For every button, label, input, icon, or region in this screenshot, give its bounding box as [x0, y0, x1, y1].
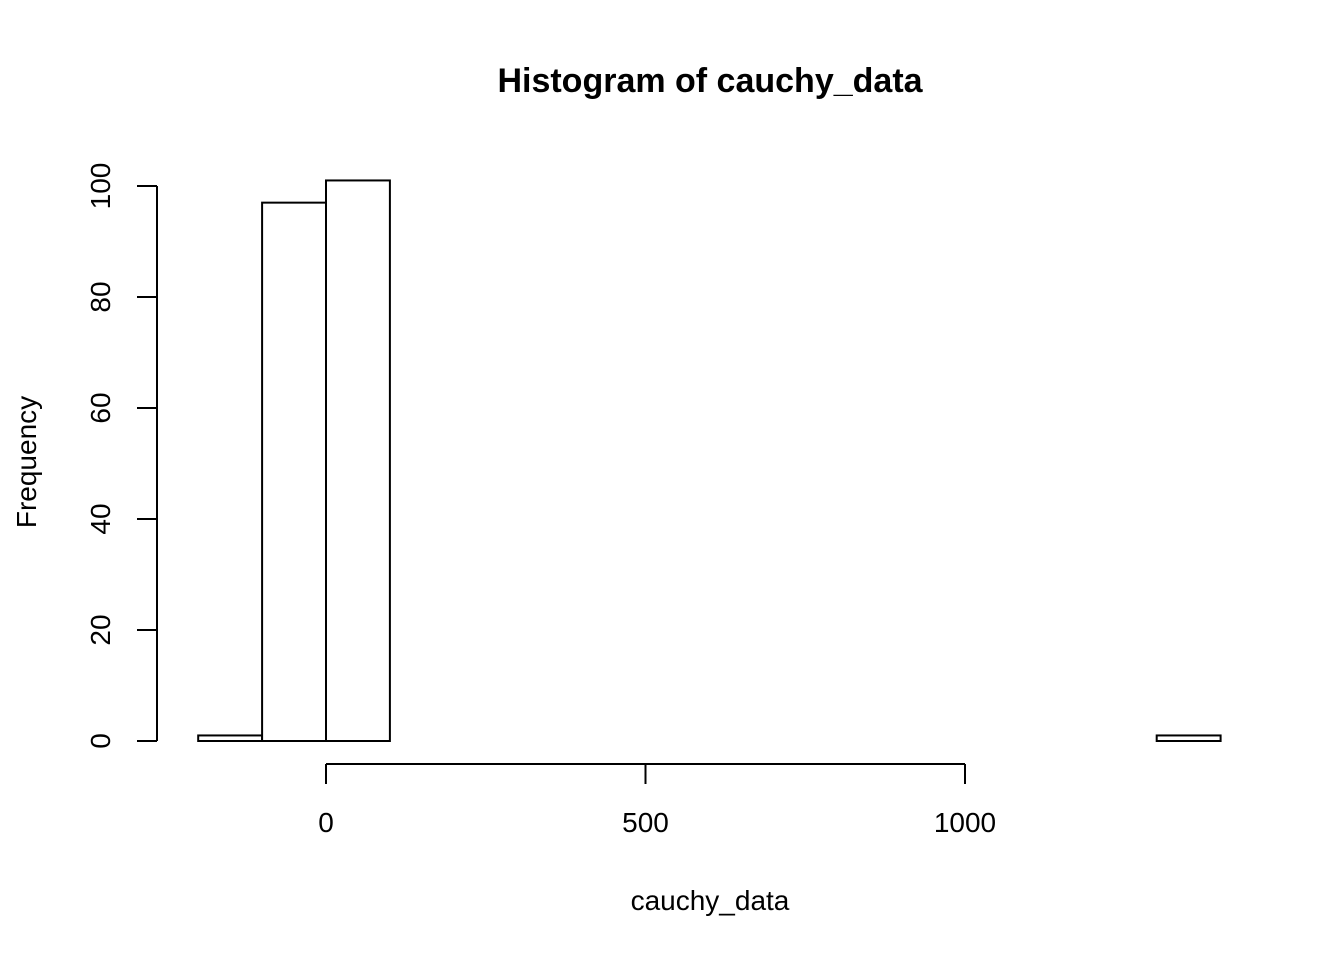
y-tick-label: 0: [85, 733, 116, 749]
y-tick-label: 80: [85, 281, 116, 312]
x-tick-label: 1000: [934, 807, 996, 838]
y-tick-label: 100: [85, 163, 116, 210]
x-tick-label: 0: [318, 807, 334, 838]
chart-title: Histogram of cauchy_data: [497, 62, 923, 100]
histogram-bar: [1155, 734, 1222, 743]
histogram-bar: [197, 734, 264, 743]
histogram-bar: [325, 179, 391, 742]
x-tick-label: 500: [622, 807, 669, 838]
y-tick-label: 20: [85, 614, 116, 645]
y-tick-label: 60: [85, 392, 116, 423]
y-axis-label: Frequency: [11, 396, 42, 528]
histogram-bar: [261, 201, 328, 742]
x-axis-label: cauchy_data: [631, 885, 790, 916]
y-tick-label: 40: [85, 503, 116, 534]
